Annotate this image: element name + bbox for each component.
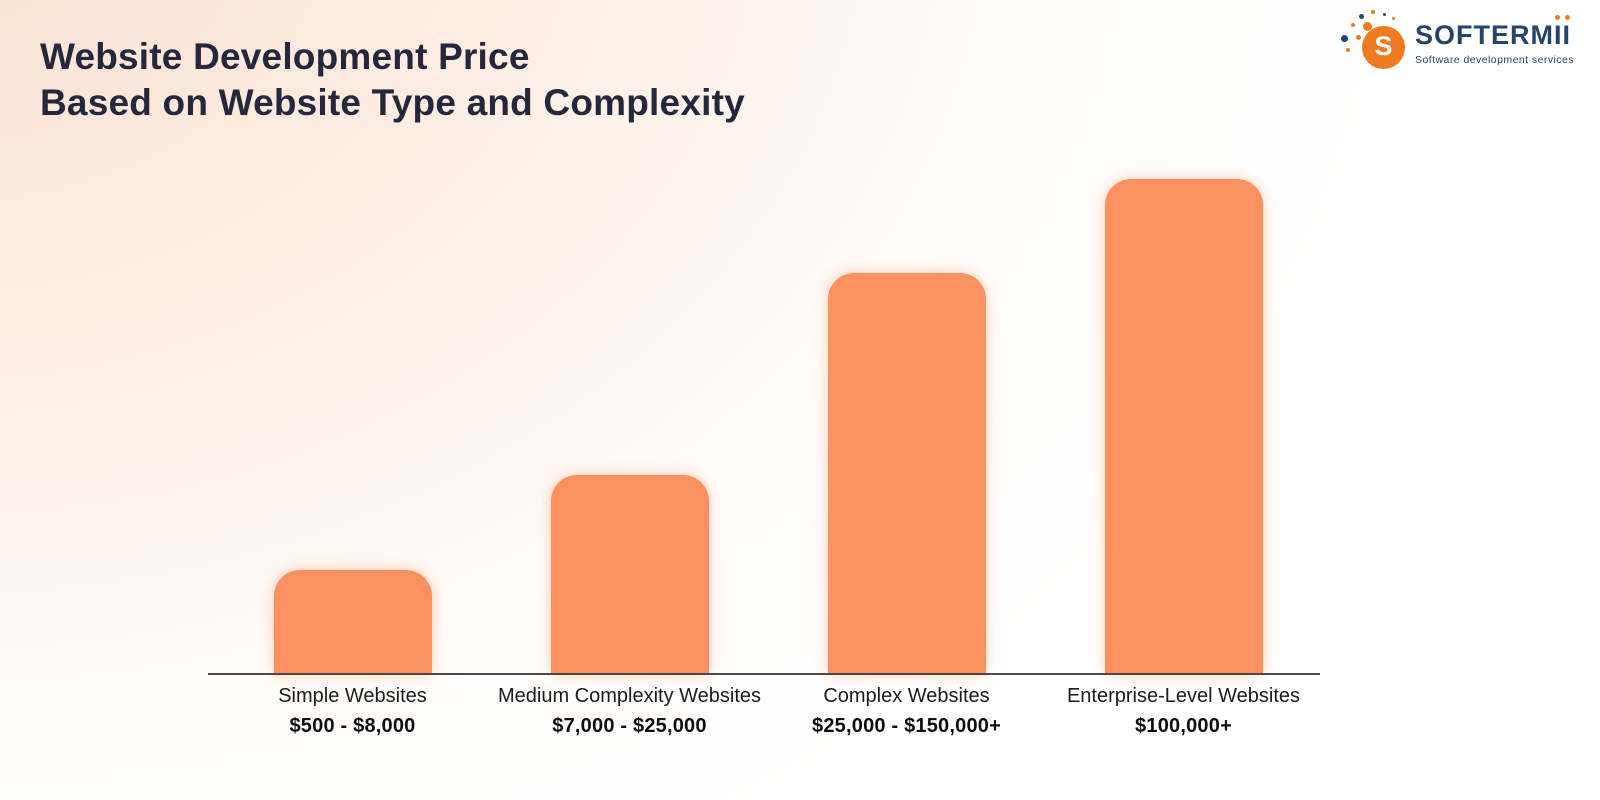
logo-dot bbox=[1359, 14, 1365, 19]
bar-medium-complexity-websites bbox=[550, 475, 709, 674]
logo-dot bbox=[1392, 17, 1396, 20]
logo-dot bbox=[1371, 10, 1376, 14]
brand-i-dot-icon bbox=[1555, 15, 1561, 20]
bar-simple-websites bbox=[273, 570, 432, 674]
logo-mark-icon: S bbox=[1341, 10, 1406, 69]
price-label: $25,000 - $150,000+ bbox=[812, 715, 1001, 737]
logo-dot bbox=[1363, 22, 1373, 31]
bar-column bbox=[491, 475, 768, 674]
label-column: Simple Websites $500 - $8,000 bbox=[214, 685, 491, 738]
bar-column bbox=[1045, 179, 1322, 674]
price-label: $100,000+ bbox=[1135, 715, 1232, 737]
brand-wordmark: SOFTERMII bbox=[1415, 20, 1572, 50]
logo-text: SOFTERMII Software development services bbox=[1415, 15, 1574, 66]
category-label: Enterprise-Level Websites bbox=[1066, 685, 1301, 707]
logo-dot bbox=[1341, 35, 1349, 42]
x-axis-line bbox=[208, 673, 1320, 675]
price-label: $500 - $8,000 bbox=[289, 715, 416, 737]
brand-name: SOFTERMII bbox=[1415, 15, 1572, 50]
label-column: Complex Websites $25,000 - $150,000+ bbox=[768, 685, 1045, 738]
bar-chart bbox=[214, 0, 1322, 674]
logo-dot bbox=[1351, 23, 1356, 27]
label-column: Enterprise-Level Websites $100,000+ bbox=[1045, 685, 1322, 738]
brand-tagline: Software development services bbox=[1415, 54, 1574, 66]
category-label: Medium Complexity Websites bbox=[497, 685, 762, 707]
category-label: Simple Websites bbox=[278, 685, 427, 707]
title-line-2: Based on Website Type and Complexity bbox=[40, 82, 745, 123]
bar-complex-websites bbox=[827, 273, 986, 674]
logo-dot bbox=[1383, 13, 1387, 16]
logo-monogram: S bbox=[1374, 31, 1393, 61]
bar-column bbox=[214, 570, 491, 674]
bar-enterprise-level-websites bbox=[1104, 179, 1263, 674]
logo-dot bbox=[1346, 48, 1351, 52]
axis-labels: Simple Websites $500 - $8,000 Medium Com… bbox=[214, 685, 1322, 738]
category-label: Complex Websites bbox=[823, 685, 990, 707]
title-line-1: Website Development Price bbox=[40, 36, 530, 77]
logo-dot bbox=[1356, 35, 1362, 40]
brand-i-dot-icon bbox=[1565, 15, 1571, 20]
bar-column bbox=[768, 273, 1045, 674]
price-label: $7,000 - $25,000 bbox=[552, 715, 707, 737]
softermii-logo: S SOFTERMII Software development service… bbox=[1341, 10, 1574, 69]
page-title: Website Development Price Based on Websi… bbox=[40, 34, 745, 126]
label-column: Medium Complexity Websites $7,000 - $25,… bbox=[491, 685, 768, 738]
